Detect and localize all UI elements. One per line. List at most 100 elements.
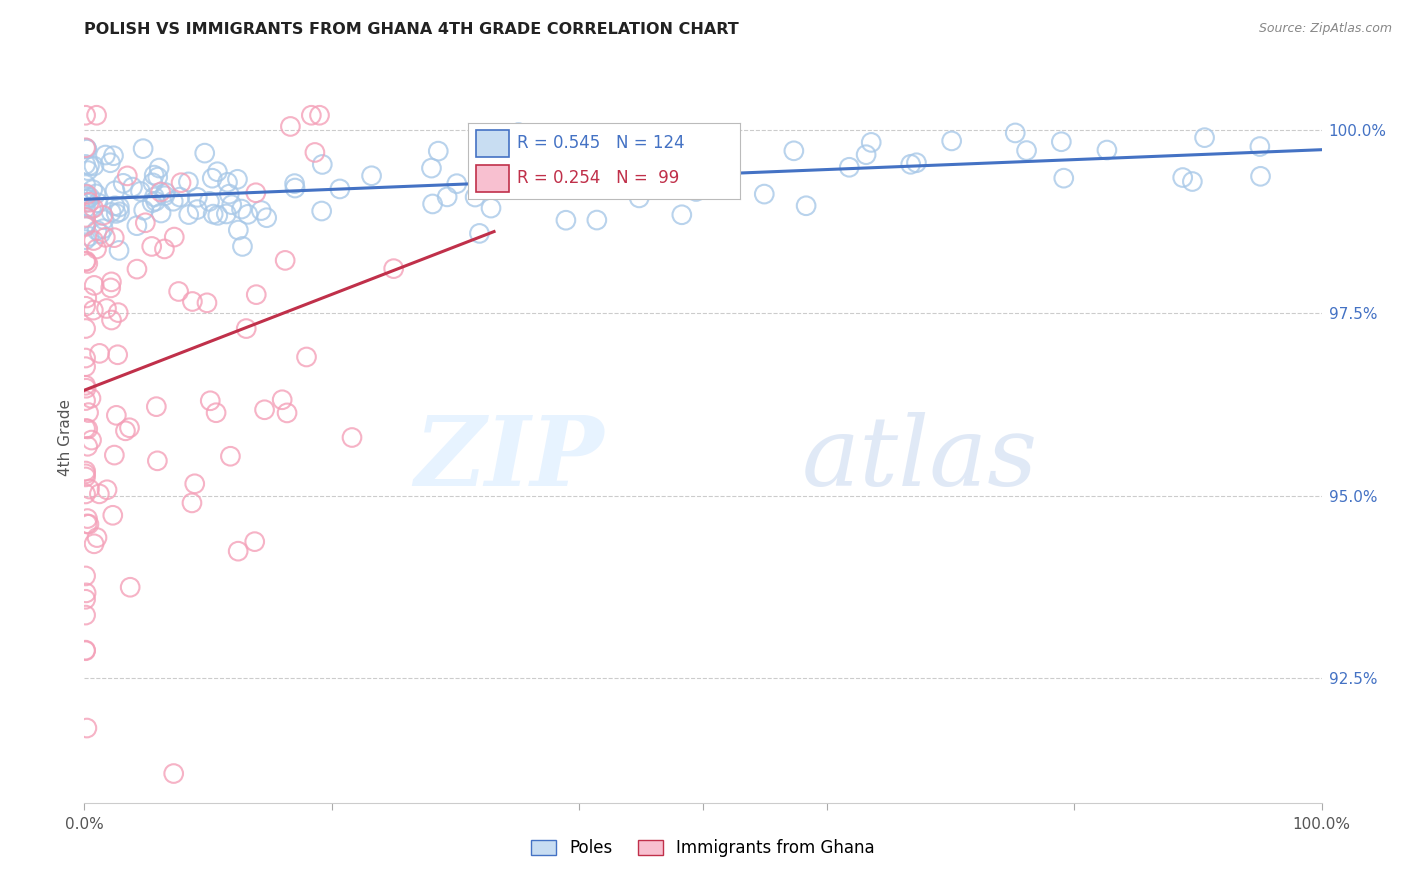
Text: Source: ZipAtlas.com: Source: ZipAtlas.com bbox=[1258, 22, 1392, 36]
Legend: Poles, Immigrants from Ghana: Poles, Immigrants from Ghana bbox=[524, 832, 882, 864]
Point bbox=[141, 195, 163, 210]
Point bbox=[77, 163, 100, 178]
Point bbox=[243, 534, 266, 549]
Point bbox=[89, 346, 111, 360]
Point bbox=[311, 204, 333, 219]
Point bbox=[108, 205, 131, 219]
Point bbox=[153, 188, 176, 202]
Point bbox=[75, 592, 97, 607]
FancyBboxPatch shape bbox=[477, 165, 509, 192]
Point bbox=[84, 186, 107, 201]
Point bbox=[103, 230, 125, 244]
Point bbox=[464, 190, 486, 204]
Point bbox=[101, 508, 124, 523]
Point bbox=[155, 186, 177, 200]
Point bbox=[75, 211, 97, 225]
Point bbox=[143, 190, 166, 204]
Point bbox=[941, 134, 963, 148]
Point bbox=[86, 242, 108, 256]
Point bbox=[75, 219, 97, 234]
Point bbox=[207, 165, 229, 179]
Point bbox=[76, 422, 98, 436]
Point bbox=[75, 141, 97, 155]
Point bbox=[77, 229, 100, 244]
Point bbox=[75, 378, 97, 392]
Point bbox=[80, 202, 103, 216]
Point bbox=[75, 569, 97, 583]
Point bbox=[153, 242, 176, 256]
Point bbox=[169, 190, 191, 204]
Point bbox=[75, 192, 97, 206]
Point bbox=[186, 190, 208, 204]
Point bbox=[860, 136, 883, 150]
Point bbox=[194, 146, 217, 161]
Point bbox=[75, 299, 97, 313]
Point bbox=[1181, 175, 1204, 189]
Point bbox=[207, 208, 229, 222]
Point bbox=[98, 155, 121, 169]
Point bbox=[76, 439, 98, 453]
Point bbox=[146, 170, 169, 185]
Point bbox=[76, 511, 98, 525]
Point bbox=[77, 517, 100, 532]
Point bbox=[231, 202, 253, 216]
Point bbox=[479, 201, 502, 215]
Point bbox=[586, 213, 609, 227]
Point bbox=[93, 212, 115, 227]
Point bbox=[512, 176, 534, 190]
Point bbox=[114, 424, 136, 438]
Point bbox=[80, 392, 103, 406]
Point bbox=[436, 190, 458, 204]
Point bbox=[75, 195, 97, 210]
Point bbox=[75, 219, 97, 233]
Point bbox=[468, 143, 491, 157]
Point bbox=[108, 244, 131, 258]
Point bbox=[485, 145, 508, 160]
Point bbox=[1249, 139, 1271, 153]
Point bbox=[146, 454, 169, 468]
Point bbox=[107, 305, 129, 319]
Point bbox=[76, 721, 98, 735]
Point bbox=[217, 175, 239, 189]
Point bbox=[79, 190, 101, 204]
Point bbox=[125, 219, 148, 233]
Point bbox=[79, 159, 101, 173]
Point bbox=[215, 207, 238, 221]
Point bbox=[91, 221, 114, 235]
Point bbox=[226, 172, 249, 186]
Point bbox=[96, 483, 118, 497]
Point bbox=[163, 230, 186, 244]
Point bbox=[83, 278, 105, 293]
Point bbox=[284, 177, 307, 191]
Point bbox=[699, 128, 721, 142]
Point bbox=[75, 643, 97, 657]
Point bbox=[75, 351, 97, 365]
Point bbox=[75, 464, 97, 478]
Point bbox=[150, 206, 173, 220]
Point bbox=[83, 201, 105, 215]
Point bbox=[76, 256, 98, 270]
Point bbox=[1050, 135, 1073, 149]
Point bbox=[89, 227, 111, 241]
Point bbox=[75, 178, 97, 192]
Point bbox=[118, 421, 141, 435]
Point bbox=[245, 287, 267, 301]
Point bbox=[163, 766, 186, 780]
Point bbox=[142, 176, 165, 190]
Point bbox=[94, 230, 117, 244]
Point bbox=[606, 145, 628, 160]
Point bbox=[117, 169, 139, 183]
Point bbox=[226, 544, 249, 558]
Point bbox=[100, 275, 122, 289]
Point bbox=[1053, 171, 1076, 186]
Point bbox=[195, 295, 218, 310]
Point bbox=[80, 433, 103, 447]
Point bbox=[167, 285, 190, 299]
Point bbox=[82, 183, 104, 197]
Point bbox=[141, 239, 163, 253]
Point bbox=[685, 185, 707, 199]
Point bbox=[75, 586, 97, 600]
Point bbox=[76, 192, 98, 206]
Point bbox=[838, 161, 860, 175]
Point bbox=[202, 207, 225, 221]
